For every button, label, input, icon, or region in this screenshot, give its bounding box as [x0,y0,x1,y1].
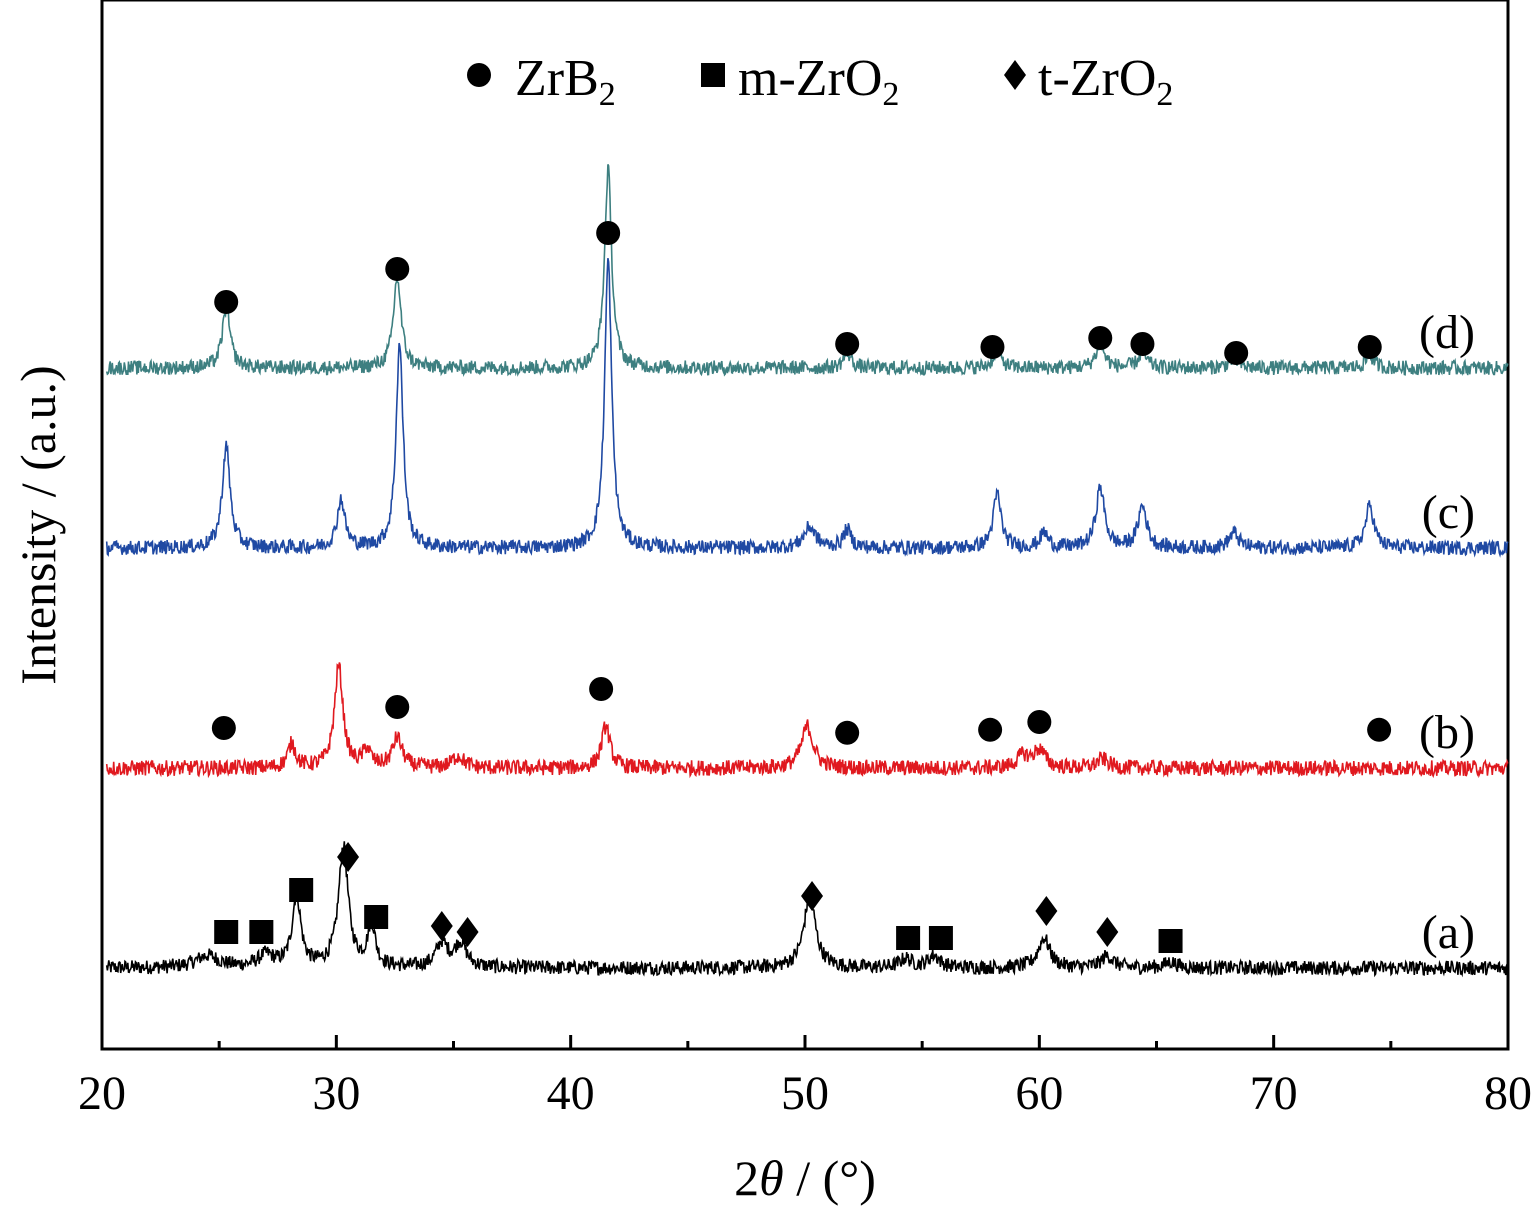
diamond-marker [337,842,360,872]
square-marker [364,905,389,929]
circle-marker [1027,710,1052,734]
legend: ZrB2 m-ZrO2 t-ZrO2 [467,50,1173,113]
circle-marker [596,221,621,245]
diamond-marker [801,881,824,911]
diamond-marker [430,911,453,941]
circle-marker [1357,335,1382,359]
square-marker [214,920,239,944]
legend-circle-icon [467,63,491,87]
series-label-a: (a) [1422,906,1475,959]
series-label-d: (d) [1419,306,1475,359]
circle-marker [211,716,236,740]
square-marker [289,878,314,902]
circle-marker [1130,332,1155,356]
circle-marker [1088,326,1113,350]
x-tick-label: 70 [1250,1067,1298,1120]
x-tick-label: 60 [1015,1067,1063,1120]
circle-marker [980,335,1005,359]
circle-marker [978,717,1003,742]
circle-marker [835,332,860,356]
circle-marker [589,677,614,701]
legend-square-icon [701,63,725,87]
series-line-b [105,662,1509,779]
square-marker [928,926,953,950]
y-axis-title: Intensity / (a.u.) [10,365,66,684]
marker-layer [211,221,1392,953]
x-tick-label: 50 [781,1067,829,1120]
x-tick-label: 80 [1484,1067,1532,1120]
legend-entry-label: m-ZrO2 [738,50,899,113]
series-label-b: (b) [1419,706,1475,759]
series-label-c: (c) [1422,486,1475,539]
legend-entry-label: ZrB2 [515,50,616,113]
circle-marker [835,720,860,745]
x-tick-label: 30 [312,1067,360,1120]
circle-marker [1224,341,1249,365]
x-axis-ticks: 20 30 40 50 60 70 80 [78,1035,1532,1120]
series-line-d [105,164,1509,377]
x-tick-label: 20 [78,1067,126,1120]
legend-diamond-icon [1004,60,1026,90]
x-axis-title: 2θ / (°) [734,1150,876,1206]
x-tick-label: 40 [547,1067,595,1120]
square-marker [1158,929,1183,953]
circle-marker [214,290,239,314]
diamond-marker [1096,917,1119,947]
series-layer: (a) (b) (c) (d) [105,164,1509,979]
circle-marker [385,695,410,719]
diamond-marker [1035,896,1058,926]
series-line-c [105,257,1509,558]
square-marker [249,920,274,944]
legend-entry-label: t-ZrO2 [1038,50,1173,113]
square-marker [896,926,921,950]
diamond-marker [456,917,479,947]
circle-marker [1367,717,1392,742]
circle-marker [385,257,410,281]
series-line-a [105,841,1509,979]
